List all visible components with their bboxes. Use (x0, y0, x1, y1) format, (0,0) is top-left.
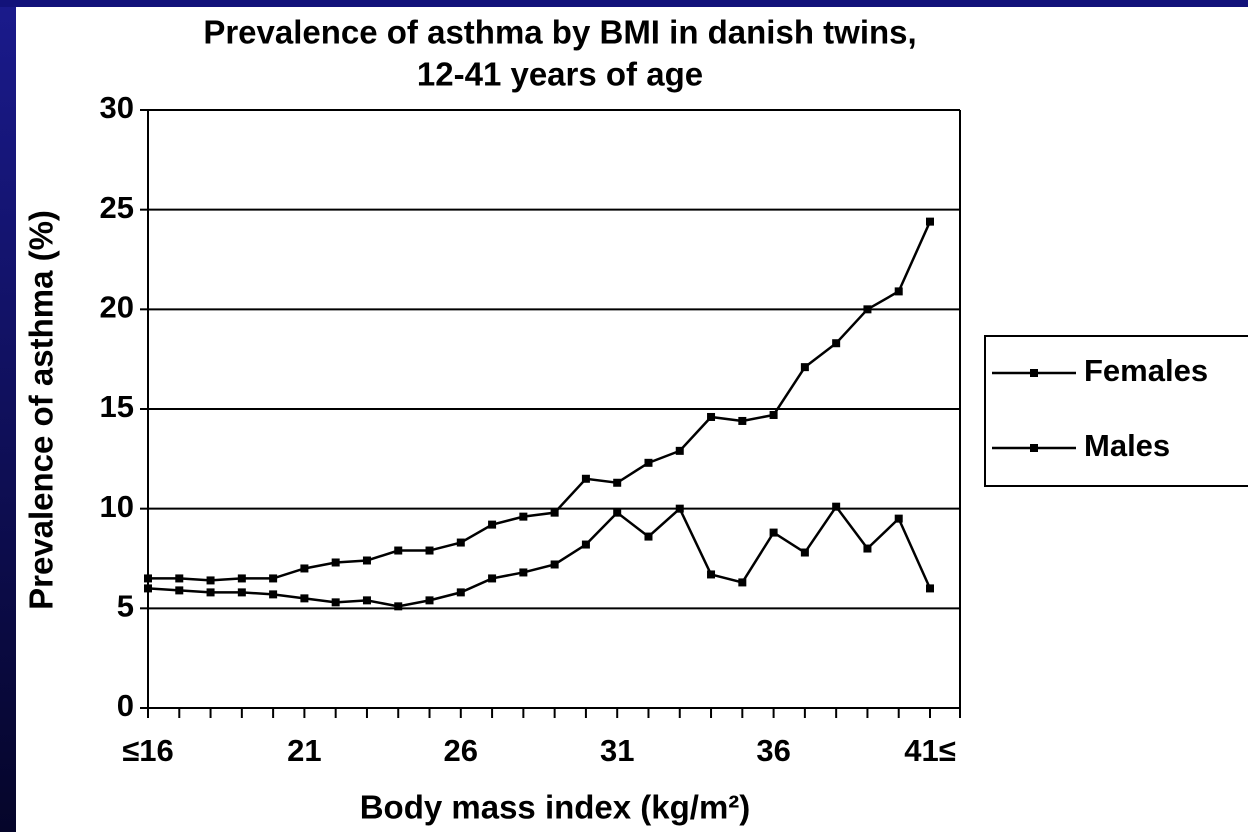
chart-title: 12-41 years of age (417, 56, 703, 93)
chart-title: Prevalence of asthma by BMI in danish tw… (203, 14, 916, 51)
legend-box (984, 335, 1248, 487)
x-tick-label: 31 (600, 733, 634, 768)
series-line (147, 504, 932, 608)
data-point (237, 574, 246, 583)
data-point (863, 544, 872, 553)
data-point (894, 287, 903, 296)
data-point (300, 594, 309, 603)
data-point (707, 570, 716, 579)
data-point (362, 596, 371, 605)
data-point (894, 514, 903, 523)
data-point (331, 598, 340, 607)
x-tick-label: ≤16 (122, 733, 174, 768)
data-point (800, 363, 809, 372)
data-point (613, 478, 622, 487)
data-point (144, 574, 152, 583)
data-point (331, 558, 340, 567)
data-point (832, 339, 841, 348)
data-point (550, 508, 559, 517)
slide-border-top (0, 0, 1248, 7)
data-point (581, 540, 590, 549)
data-point (488, 520, 497, 529)
data-point (237, 588, 246, 597)
y-tick-label: 5 (117, 589, 134, 624)
data-point (832, 502, 841, 511)
legend-label: Males (1084, 428, 1170, 463)
data-point (926, 217, 934, 226)
data-point (175, 574, 184, 583)
data-point (581, 474, 590, 483)
legend-label: Females (1084, 353, 1208, 388)
data-point (769, 410, 778, 419)
data-point (456, 538, 465, 547)
data-point (550, 560, 559, 569)
data-point (675, 446, 684, 455)
data-point (362, 556, 371, 565)
data-point (644, 458, 653, 467)
data-point (613, 508, 622, 517)
data-point (456, 588, 465, 597)
data-point (206, 588, 215, 597)
x-tick-label: 26 (444, 733, 478, 768)
data-point (425, 596, 434, 605)
data-point (300, 564, 309, 573)
data-point (738, 578, 747, 587)
data-point (926, 584, 934, 593)
data-point (738, 416, 747, 425)
slide-border-left (0, 0, 16, 832)
y-tick-label: 20 (100, 290, 134, 325)
data-point (394, 546, 403, 555)
data-point (675, 504, 684, 513)
y-axis-title: Prevalence of asthma (%) (23, 210, 60, 610)
data-point (269, 574, 278, 583)
series-line (148, 221, 932, 582)
y-tick-label: 0 (117, 688, 134, 723)
y-tick-label: 15 (100, 389, 134, 424)
data-point (644, 532, 653, 541)
data-point (800, 548, 809, 557)
x-tick-label: 36 (756, 733, 790, 768)
y-tick-label: 25 (100, 190, 134, 225)
data-point (519, 512, 528, 521)
legend-marker (1030, 369, 1038, 377)
x-axis-title: Body mass index (kg/m²) (360, 789, 751, 826)
data-point (425, 546, 434, 555)
x-tick-label: 41≤ (904, 733, 956, 768)
data-point (175, 586, 184, 595)
y-tick-label: 30 (100, 90, 134, 125)
data-point (863, 305, 872, 314)
x-tick-label: 21 (287, 733, 321, 768)
legend-marker (1030, 444, 1038, 452)
data-point (144, 584, 152, 593)
data-point (488, 574, 497, 583)
data-point (206, 576, 215, 585)
data-point (707, 412, 716, 421)
data-point (769, 528, 778, 537)
data-point (394, 602, 403, 611)
data-point (269, 590, 278, 599)
y-tick-label: 10 (100, 489, 134, 524)
data-point (519, 568, 528, 577)
